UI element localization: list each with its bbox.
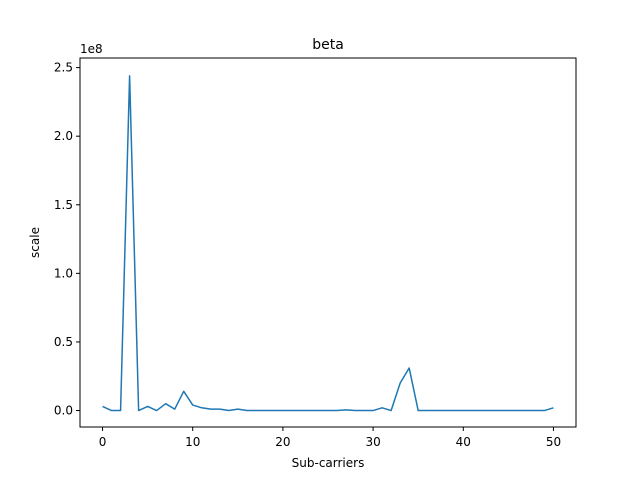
y-tick-label: 2.0 — [54, 129, 73, 143]
axis-ticks: 0 10 20 30 40 50 0.0 0.5 1.0 1.5 2.0 2.5 — [54, 61, 561, 449]
y-tick-label: 0.5 — [54, 335, 73, 349]
x-tick-label: 10 — [185, 435, 200, 449]
y-multiplier-label: 1e8 — [80, 42, 103, 56]
y-axis-label: scale — [28, 227, 42, 258]
chart-title: beta — [312, 37, 344, 53]
y-tick-label: 1.5 — [54, 198, 73, 212]
series-layer — [102, 75, 554, 412]
plot-frame — [79, 57, 577, 428]
y-tick-label: 2.5 — [54, 61, 73, 75]
x-tick-label: 40 — [456, 435, 471, 449]
y-tick-label: 1.0 — [54, 266, 73, 280]
x-axis-label: Sub-carriers — [292, 456, 365, 470]
x-tick-label: 0 — [99, 435, 107, 449]
x-tick-label: 20 — [275, 435, 290, 449]
y-tick-label: 0.0 — [54, 404, 73, 418]
x-tick-label: 30 — [365, 435, 380, 449]
x-tick-label: 50 — [546, 435, 561, 449]
series-line — [102, 75, 554, 412]
